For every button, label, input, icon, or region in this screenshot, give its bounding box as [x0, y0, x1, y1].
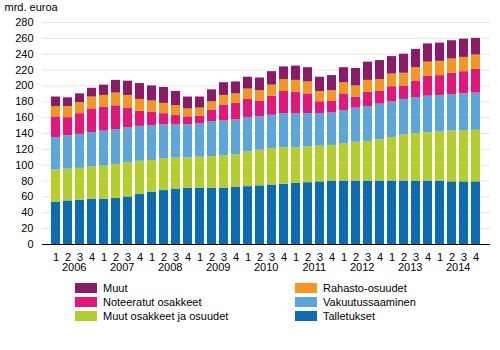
- svg-text:2013: 2013: [398, 261, 422, 273]
- svg-text:220: 220: [15, 64, 33, 76]
- svg-text:280: 280: [15, 16, 33, 28]
- html-text:2 3: 2 3: [352, 251, 372, 264]
- svg-text:260: 260: [15, 32, 33, 44]
- html-text:Vakuutussaaminen: Vakuutussaaminen: [323, 296, 416, 308]
- svg-text:160: 160: [15, 111, 33, 123]
- svg-text:4: 4: [473, 251, 479, 263]
- svg-text:1: 1: [149, 251, 155, 263]
- svg-text:60: 60: [21, 190, 33, 202]
- html-text:Rahasto-osuudet: Rahasto-osuudet: [323, 282, 407, 294]
- svg-text:200: 200: [15, 79, 33, 91]
- html-text:Muut: Muut: [103, 282, 128, 294]
- html-text:2 3: 2 3: [64, 251, 84, 264]
- svg-text:1: 1: [293, 251, 299, 263]
- svg-text:0: 0: [27, 238, 33, 250]
- svg-text:2014: 2014: [446, 261, 470, 273]
- svg-text:180: 180: [15, 95, 33, 107]
- svg-text:140: 140: [15, 127, 33, 139]
- svg-text:80: 80: [21, 175, 33, 187]
- svg-text:100: 100: [15, 159, 33, 171]
- svg-text:120: 120: [15, 143, 33, 155]
- svg-text:4: 4: [281, 251, 287, 263]
- svg-text:4: 4: [137, 251, 143, 263]
- html-text:2 3: 2 3: [160, 251, 180, 264]
- svg-text:4: 4: [89, 251, 95, 263]
- svg-text:2012: 2012: [350, 261, 374, 273]
- svg-text:1: 1: [197, 251, 203, 263]
- svg-text:2010: 2010: [254, 261, 278, 273]
- svg-text:4: 4: [185, 251, 191, 263]
- svg-text:2008: 2008: [158, 261, 182, 273]
- svg-text:240: 240: [15, 48, 33, 60]
- svg-text:4: 4: [377, 251, 383, 263]
- html-text:Muut osakkeet ja osuudet: Muut osakkeet ja osuudet: [103, 310, 229, 322]
- html-text:2 3: 2 3: [256, 251, 276, 264]
- svg-text:mrd. euroa: mrd. euroa: [5, 1, 59, 13]
- svg-text:4: 4: [329, 251, 335, 263]
- svg-text:1: 1: [245, 251, 251, 263]
- html-text:2 3: 2 3: [400, 251, 420, 264]
- html-text:2 3: 2 3: [112, 251, 132, 264]
- svg-text:4: 4: [233, 251, 239, 263]
- html-text:2 3: 2 3: [448, 251, 468, 264]
- svg-text:20: 20: [21, 222, 33, 234]
- html-text:2 3: 2 3: [304, 251, 324, 264]
- svg-text:2006: 2006: [62, 261, 86, 273]
- html-text:Noteeratut osakkeet: Noteeratut osakkeet: [103, 296, 202, 308]
- svg-text:4: 4: [425, 251, 431, 263]
- svg-text:2009: 2009: [206, 261, 230, 273]
- svg-text:1: 1: [437, 251, 443, 263]
- svg-text:1: 1: [341, 251, 347, 263]
- svg-text:2007: 2007: [110, 261, 134, 273]
- svg-text:1: 1: [389, 251, 395, 263]
- svg-text:40: 40: [21, 206, 33, 218]
- html-text:Talletukset: Talletukset: [323, 310, 375, 322]
- svg-text:1: 1: [53, 251, 59, 263]
- svg-text:1: 1: [101, 251, 107, 263]
- html-text:2 3: 2 3: [208, 251, 228, 264]
- svg-text:2011: 2011: [302, 261, 326, 273]
